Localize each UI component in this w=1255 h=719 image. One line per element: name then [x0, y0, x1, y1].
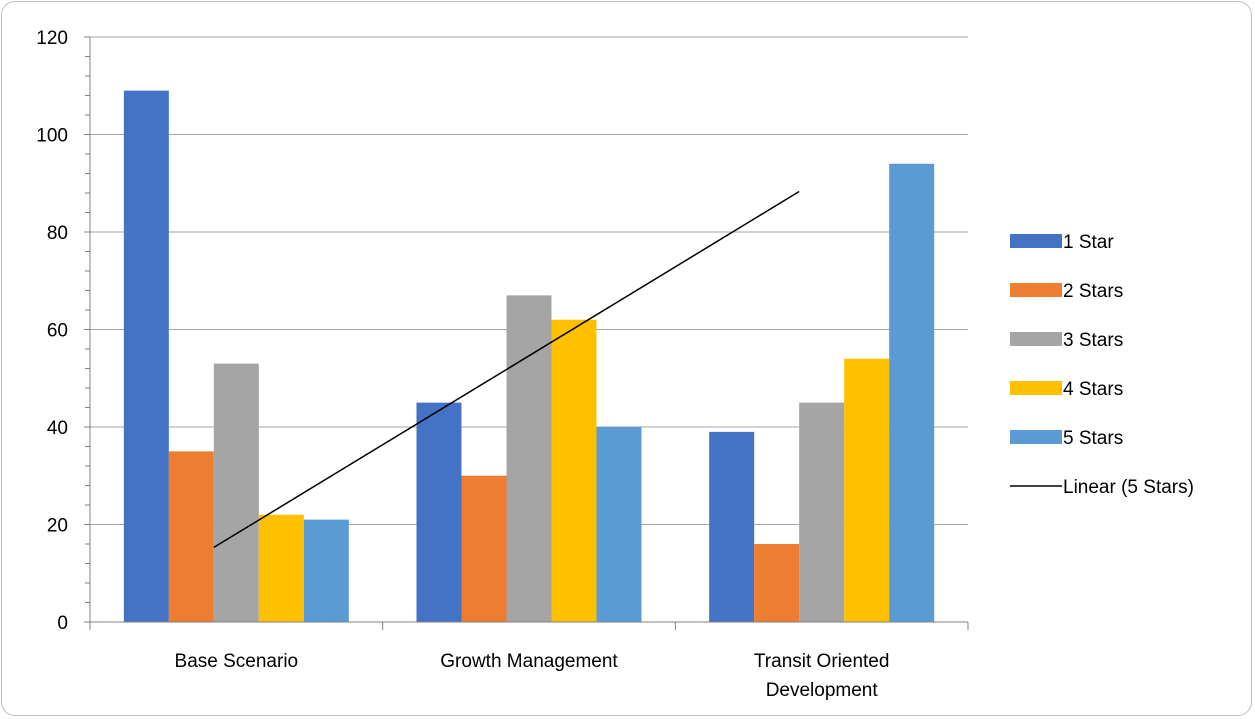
bar: [596, 427, 642, 622]
legend-label: Linear (5 Stars): [1063, 477, 1194, 498]
bar: [258, 514, 304, 622]
y-tick-label: 80: [47, 223, 68, 244]
legend-label: 2 Stars: [1063, 281, 1123, 302]
legend-label: 1 Star: [1063, 232, 1114, 253]
y-tick-label: 40: [47, 418, 68, 439]
y-tick-label: 120: [36, 28, 68, 49]
bar: [416, 402, 462, 622]
bar: [303, 519, 349, 622]
bar: [799, 402, 845, 622]
bar: [123, 90, 169, 622]
bar: [754, 544, 800, 622]
legend-label: 4 Stars: [1063, 379, 1123, 400]
axes: [84, 36, 969, 630]
bar: [889, 163, 935, 622]
bar: [551, 319, 597, 622]
legend-swatch: [1010, 430, 1062, 444]
legend: 1 Star 2 Stars 3 Stars 4 Stars 5 Stars Linear…: [1010, 232, 1194, 498]
bars: [123, 90, 935, 622]
bar: [506, 295, 552, 622]
legend-swatch: [1010, 283, 1062, 297]
trendline: [213, 190, 800, 549]
legend-swatch: [1010, 332, 1062, 346]
bar: [213, 363, 259, 622]
bar: [168, 451, 214, 622]
legend-label: 5 Stars: [1063, 428, 1123, 449]
y-tick-label: 100: [36, 126, 68, 147]
bar: [844, 358, 890, 622]
bar: [461, 475, 507, 622]
y-tick-label: 0: [57, 613, 68, 634]
x-tick-label: Growth Management: [440, 651, 618, 672]
x-tick-label: Transit Oriented Development: [754, 651, 890, 701]
x-tick-label: Base Scenario: [175, 651, 299, 672]
y-tick-label: 20: [47, 516, 68, 537]
bar: [709, 431, 755, 622]
legend-label: 3 Stars: [1063, 330, 1123, 351]
legend-swatch: [1010, 234, 1062, 248]
trendline-layer: [213, 190, 800, 549]
legend-swatch: [1010, 381, 1062, 395]
tick-labels: 0 20 40 60 80 100 120 Base Scenario Growth Manag…: [36, 28, 889, 701]
y-tick-label: 60: [47, 321, 68, 342]
